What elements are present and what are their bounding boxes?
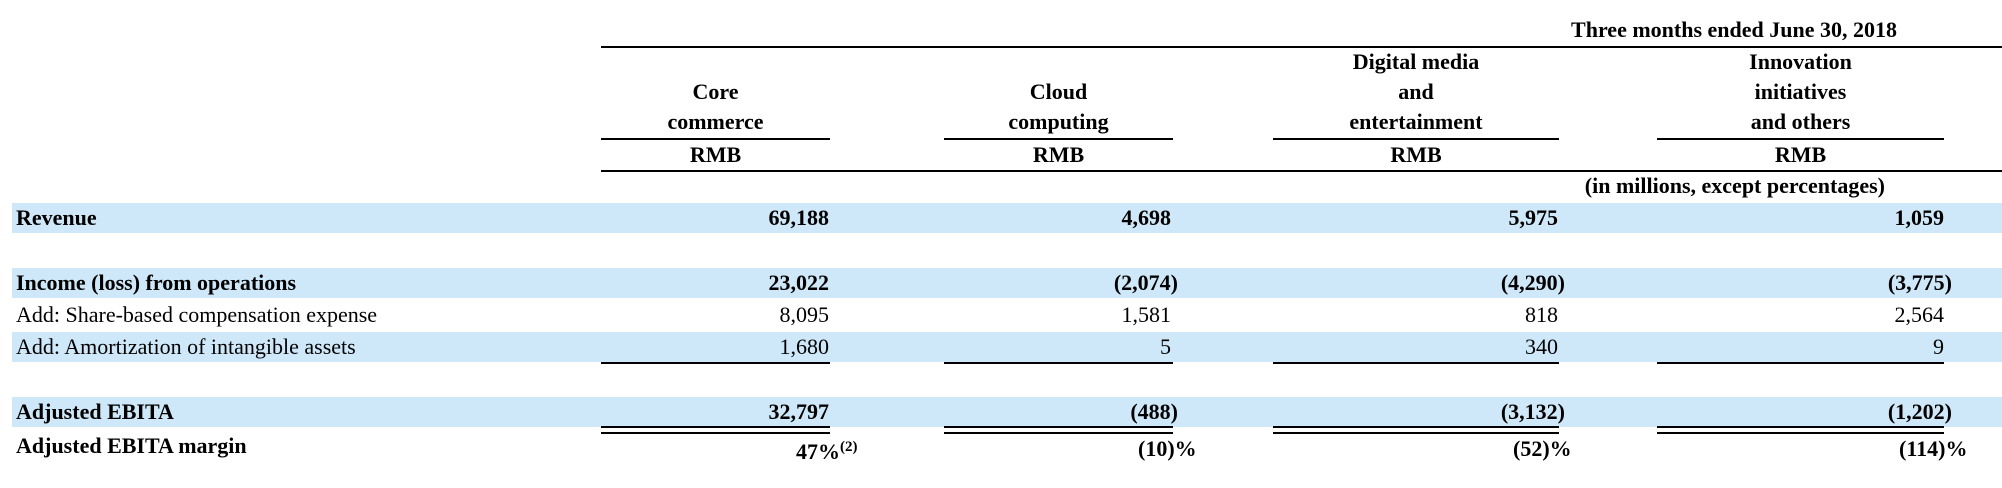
row-label-adjusted-ebita: Adjusted EBITA bbox=[16, 399, 174, 424]
margin-number-col4: (114) bbox=[1899, 436, 1946, 461]
col2-header-line1: Cloud bbox=[1029, 79, 1088, 104]
revenue-value-col1: 69,188 bbox=[768, 205, 830, 230]
sbc-value-col1: 8,095 bbox=[779, 302, 830, 327]
row-band-ebita bbox=[12, 397, 2002, 427]
margin-number-col2: (10) bbox=[1138, 436, 1175, 461]
revenue-value-col4: 1,059 bbox=[1894, 205, 1945, 230]
amort-value-col2: 5 bbox=[1160, 334, 1171, 359]
revenue-value-col2: 4,698 bbox=[1121, 205, 1172, 230]
col4-header-line1: Innovation bbox=[1749, 49, 1852, 74]
sbc-value-col3: 818 bbox=[1525, 302, 1558, 327]
col3-header-line3: entertainment bbox=[1349, 109, 1483, 134]
margin-value-col2: (10)% bbox=[1138, 436, 1197, 462]
margin-value-col3: (52)% bbox=[1513, 436, 1572, 462]
col2-currency: RMB bbox=[1032, 142, 1085, 167]
row-label-share-based-compensation: Add: Share-based compensation expense bbox=[16, 302, 378, 327]
row-label-revenue: Revenue bbox=[16, 205, 97, 230]
period-rule bbox=[601, 46, 2002, 48]
subtotal-rule-col2 bbox=[944, 362, 1173, 364]
row-band-revenue bbox=[12, 203, 2002, 233]
margin-value-col4: (114)% bbox=[1899, 436, 1967, 462]
col4-header-line3: and others bbox=[1750, 109, 1851, 134]
margin-value-col1: 47%(2) bbox=[796, 434, 858, 465]
total-rule-col1 bbox=[601, 426, 830, 434]
ebita-value-col2: (488) bbox=[1130, 399, 1178, 424]
amort-value-col1: 1,680 bbox=[779, 334, 830, 359]
revenue-value-col3: 5,975 bbox=[1508, 205, 1559, 230]
col4-currency: RMB bbox=[1774, 142, 1827, 167]
row-label-amortization: Add: Amortization of intangible assets bbox=[16, 334, 356, 359]
units-note: (in millions, except percentages) bbox=[1584, 173, 1885, 198]
total-rule-col4 bbox=[1657, 426, 1944, 434]
amort-value-col3: 340 bbox=[1525, 334, 1558, 359]
margin-number-col1: 47 bbox=[796, 439, 818, 464]
header-bottom-rule bbox=[601, 170, 2002, 172]
sbc-value-col2: 1,581 bbox=[1121, 302, 1172, 327]
margin-pct-col4: % bbox=[1945, 436, 1968, 461]
margin-footnote-col1: (2) bbox=[840, 439, 858, 455]
ebita-value-col3: (3,132) bbox=[1500, 399, 1565, 424]
col3-header-line1: Digital media bbox=[1352, 49, 1480, 74]
margin-number-col3: (52) bbox=[1513, 436, 1550, 461]
col1-header-line2: commerce bbox=[667, 109, 764, 134]
income-value-col1: 23,022 bbox=[768, 270, 830, 295]
row-band-amortization bbox=[12, 332, 2002, 362]
sbc-value-col4: 2,564 bbox=[1894, 302, 1945, 327]
col1-currency: RMB bbox=[689, 142, 742, 167]
ebita-value-col4: (1,202) bbox=[1887, 399, 1952, 424]
total-rule-col3 bbox=[1273, 426, 1559, 434]
period-heading: Three months ended June 30, 2018 bbox=[1571, 17, 1897, 42]
col1-header-rule bbox=[601, 138, 830, 140]
income-value-col4: (3,775) bbox=[1887, 270, 1952, 295]
subtotal-rule-col4 bbox=[1657, 362, 1944, 364]
col2-header-line2: computing bbox=[1008, 109, 1109, 134]
ebita-value-col1: 32,797 bbox=[768, 399, 830, 424]
income-value-col2: (2,074) bbox=[1113, 270, 1178, 295]
col2-header-rule bbox=[944, 138, 1173, 140]
margin-pct-col2: % bbox=[1174, 436, 1197, 461]
total-rule-col2 bbox=[944, 426, 1173, 434]
col3-header-line2: and bbox=[1398, 79, 1434, 104]
amort-value-col4: 9 bbox=[1933, 334, 1944, 359]
col1-header-line1: Core bbox=[692, 79, 739, 104]
col3-currency: RMB bbox=[1390, 142, 1442, 167]
row-band-income bbox=[12, 268, 2002, 298]
subtotal-rule-col3 bbox=[1273, 362, 1559, 364]
col4-header-line2: initiatives bbox=[1754, 79, 1847, 104]
col3-header-rule bbox=[1273, 138, 1559, 140]
row-label-adjusted-ebita-margin: Adjusted EBITA margin bbox=[16, 433, 247, 458]
income-value-col3: (4,290) bbox=[1500, 270, 1565, 295]
subtotal-rule-col1 bbox=[601, 362, 830, 364]
margin-pct-col1: % bbox=[818, 439, 840, 464]
margin-pct-col3: % bbox=[1549, 436, 1572, 461]
row-label-income: Income (loss) from operations bbox=[16, 270, 297, 295]
col4-header-rule bbox=[1657, 138, 1944, 140]
